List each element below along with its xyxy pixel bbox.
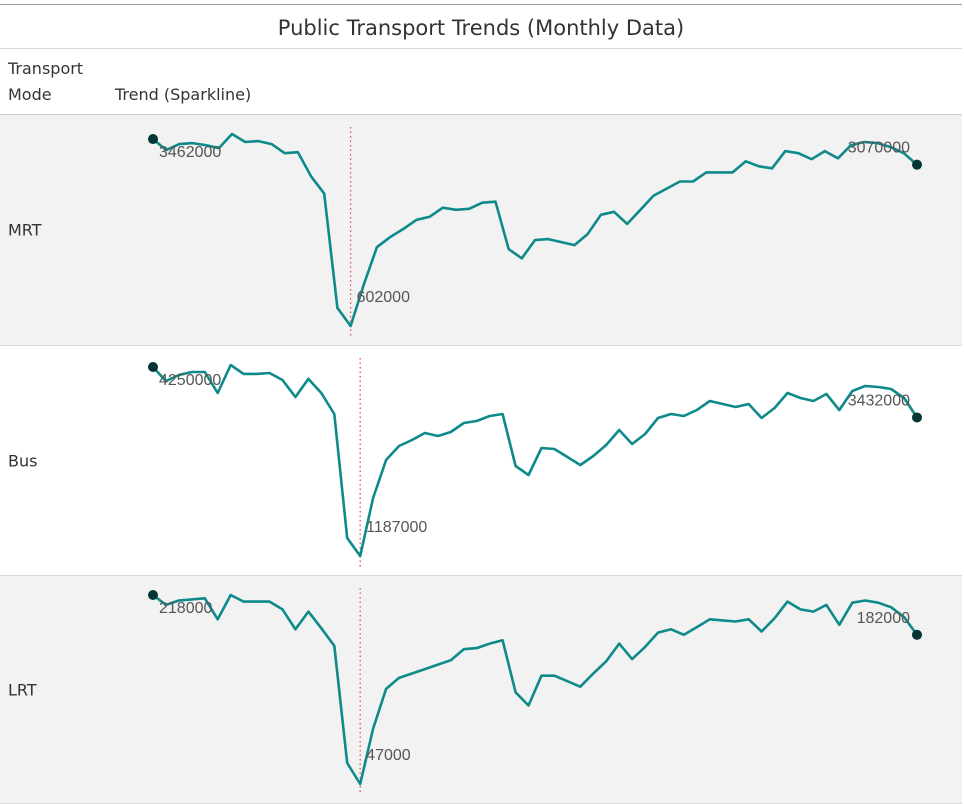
row-label: Bus xyxy=(8,451,38,470)
sparkline xyxy=(152,132,918,328)
end-point xyxy=(912,159,922,170)
column-header: Trend (Sparkline) xyxy=(115,85,252,104)
table-title: Public Transport Trends (Monthly Data) xyxy=(0,4,962,49)
header-divider xyxy=(0,114,962,115)
row-label: MRT xyxy=(8,220,42,240)
min-label: 602000 xyxy=(357,289,410,306)
end-point xyxy=(912,629,922,640)
start-label: 218000 xyxy=(159,600,212,617)
end-point xyxy=(912,412,922,423)
sparkline-chart: 218000 47000 182000 xyxy=(148,588,922,795)
min-label: 47000 xyxy=(366,747,411,764)
table-row: LRT 218000 47000 182000 xyxy=(0,576,962,804)
start-point xyxy=(148,590,158,600)
start-label: 3462000 xyxy=(159,144,221,161)
end-label: 3070000 xyxy=(848,140,910,157)
sparkline xyxy=(152,363,919,558)
start-point xyxy=(148,361,158,372)
end-label: 182000 xyxy=(857,610,910,627)
table-row: MRT 3462000 602000 3070000 xyxy=(0,115,962,346)
start-point xyxy=(148,134,158,145)
start-label: 4250000 xyxy=(159,372,221,389)
min-label: 1187000 xyxy=(366,519,427,536)
table-row: Bus 4250000 1187000 3432000 xyxy=(0,346,962,576)
column-header: Transport Mode xyxy=(8,59,84,104)
end-label: 3432000 xyxy=(848,392,910,409)
sparkline-chart: 3462000 602000 3070000 xyxy=(148,127,922,337)
row-label: LRT xyxy=(8,680,37,699)
sparkline-chart: 4250000 1187000 3432000 xyxy=(148,358,922,567)
sparkline xyxy=(152,593,919,786)
